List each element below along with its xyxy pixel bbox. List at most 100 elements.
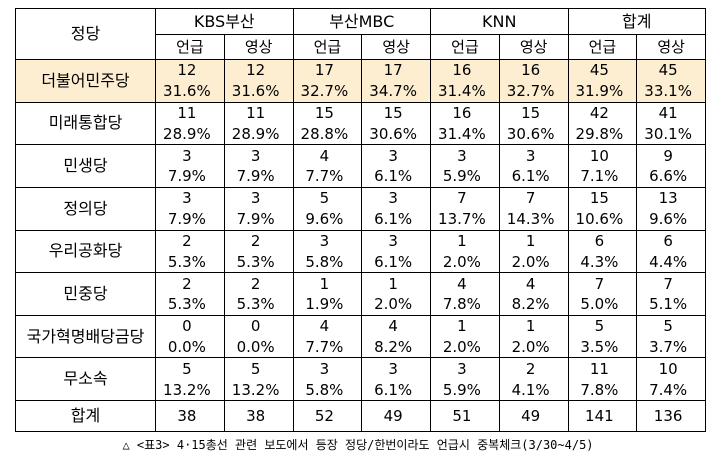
count-cell: 3 xyxy=(155,186,225,209)
percent-cell: 5.3% xyxy=(223,293,294,316)
count-cell: 16 xyxy=(498,58,569,81)
percent-cell: 5.3% xyxy=(155,293,225,316)
percent-cell: 5.3% xyxy=(223,251,294,274)
percent-cell: 8.2% xyxy=(361,336,431,359)
sub-header-mention: 언급 xyxy=(430,34,500,60)
count-cell: 15 xyxy=(498,101,569,124)
percent-cell: 2.0% xyxy=(498,251,569,274)
total-cell: 38 xyxy=(155,400,225,432)
count-cell: 2 xyxy=(155,229,225,252)
count-cell: 11 xyxy=(155,101,225,124)
count-cell: 5 xyxy=(223,357,294,380)
percent-cell: 3.5% xyxy=(567,336,638,359)
count-cell: 5 xyxy=(155,357,225,380)
percent-cell: 6.1% xyxy=(361,379,431,402)
sub-header-mention: 언급 xyxy=(292,34,363,60)
count-cell: 13 xyxy=(636,186,706,209)
count-cell: 3 xyxy=(361,229,431,252)
count-cell: 3 xyxy=(430,144,500,167)
percent-cell: 0.0% xyxy=(223,336,294,359)
count-cell: 5 xyxy=(636,314,706,337)
count-cell: 12 xyxy=(155,58,225,81)
percent-cell: 5.8% xyxy=(292,251,363,274)
percent-cell: 30.6% xyxy=(361,123,431,146)
header-total: 합계 xyxy=(567,8,706,35)
count-cell: 17 xyxy=(361,58,431,81)
total-cell: 141 xyxy=(567,400,638,432)
count-cell: 4 xyxy=(361,314,431,337)
percent-cell: 7.4% xyxy=(636,379,706,402)
party-count-row: 민중당 2 2 1 1 4 4 7 7 xyxy=(15,272,706,316)
percent-cell: 7.9% xyxy=(223,166,294,188)
percent-cell: 1.9% xyxy=(292,293,363,316)
percent-cell: 7.1% xyxy=(567,166,638,188)
count-cell: 1 xyxy=(430,229,500,252)
count-cell: 45 xyxy=(636,58,706,81)
percent-cell: 31.9% xyxy=(567,80,638,103)
count-cell: 6 xyxy=(636,229,706,252)
percent-cell: 7.9% xyxy=(155,166,225,188)
party-name: 무소속 xyxy=(15,357,156,401)
percent-cell: 6.6% xyxy=(636,166,706,188)
party-percent-row: 5.3% 5.3% 1.9% 2.0% 7.8% 8.2% 5.0% 5.1% xyxy=(16,293,706,316)
percent-cell: 29.8% xyxy=(567,123,638,146)
sub-header-mention: 언급 xyxy=(155,34,225,60)
percent-cell: 28.9% xyxy=(155,123,225,146)
count-cell: 16 xyxy=(430,58,500,81)
count-cell: 3 xyxy=(361,144,431,167)
percent-cell: 7.8% xyxy=(430,293,500,316)
total-cell: 51 xyxy=(430,400,500,432)
party-name: 미래통합당 xyxy=(15,101,156,145)
percent-cell: 7.7% xyxy=(292,336,363,359)
count-cell: 1 xyxy=(292,272,363,294)
percent-cell: 9.6% xyxy=(292,208,363,231)
total-row: 합계 38 38 52 49 51 49 141 136 xyxy=(15,400,706,432)
percent-cell: 33.1% xyxy=(636,80,706,103)
percent-cell: 5.9% xyxy=(430,379,500,402)
header-knn: KNN xyxy=(430,8,569,35)
party-percent-row: 0.0% 0.0% 7.7% 8.2% 2.0% 2.0% 3.5% 3.7% xyxy=(16,336,706,359)
count-cell: 4 xyxy=(498,272,569,294)
percent-cell: 31.6% xyxy=(223,80,294,103)
percent-cell: 31.4% xyxy=(430,123,500,146)
percent-cell: 30.1% xyxy=(636,123,706,146)
count-cell: 10 xyxy=(636,357,706,380)
percent-cell: 14.3% xyxy=(498,208,569,231)
party-count-row: 우리공화당 2 2 3 3 1 1 6 6 xyxy=(15,229,706,273)
party-count-row: 정의당 3 3 5 3 7 7 15 13 xyxy=(15,186,706,230)
count-cell: 3 xyxy=(498,144,569,167)
corner-header: 정당 xyxy=(15,8,156,60)
count-cell: 16 xyxy=(430,101,500,124)
party-name: 민생당 xyxy=(15,144,156,188)
table-caption: △ <표3> 4·15총선 관련 보도에서 등장 정당/한번이라도 언급시 중복… xyxy=(122,438,594,452)
count-cell: 3 xyxy=(292,357,363,380)
sub-header-video: 영상 xyxy=(223,34,294,60)
percent-cell: 34.7% xyxy=(361,80,431,103)
header-mbc: 부산MBC xyxy=(292,8,431,35)
total-cell: 49 xyxy=(498,400,569,432)
percent-cell: 30.6% xyxy=(498,123,569,146)
party-name: 정의당 xyxy=(15,186,156,230)
party-percent-row: 31.6% 31.6% 32.7% 34.7% 31.4% 32.7% 31.9% 33.1% xyxy=(16,80,706,103)
count-cell: 41 xyxy=(636,101,706,124)
party-count-row: 국가혁명배당금당 0 0 4 4 1 1 5 5 xyxy=(15,314,706,358)
count-cell: 17 xyxy=(292,58,363,81)
percent-cell: 5.1% xyxy=(636,293,706,316)
count-cell: 4 xyxy=(430,272,500,294)
percent-cell: 13.7% xyxy=(430,208,500,231)
table-body: 더불어민주당 12 12 17 17 16 16 45 45 31.6% 31.6% 32.7% 34.… xyxy=(15,58,706,402)
percent-cell: 7.7% xyxy=(292,166,363,188)
sub-header-video: 영상 xyxy=(498,34,569,60)
percent-cell: 4.4% xyxy=(636,251,706,274)
count-cell: 3 xyxy=(361,186,431,209)
sub-header-mention: 언급 xyxy=(567,34,638,60)
count-cell: 15 xyxy=(361,101,431,124)
count-cell: 15 xyxy=(292,101,363,124)
count-cell: 2 xyxy=(498,357,569,380)
count-cell: 5 xyxy=(567,314,638,337)
count-cell: 1 xyxy=(498,229,569,252)
count-cell: 10 xyxy=(567,144,638,167)
sub-header-row: 언급 영상 언급 영상 언급 영상 언급 영상 xyxy=(16,34,706,60)
percent-cell: 6.1% xyxy=(361,208,431,231)
percent-cell: 5.9% xyxy=(430,166,500,188)
